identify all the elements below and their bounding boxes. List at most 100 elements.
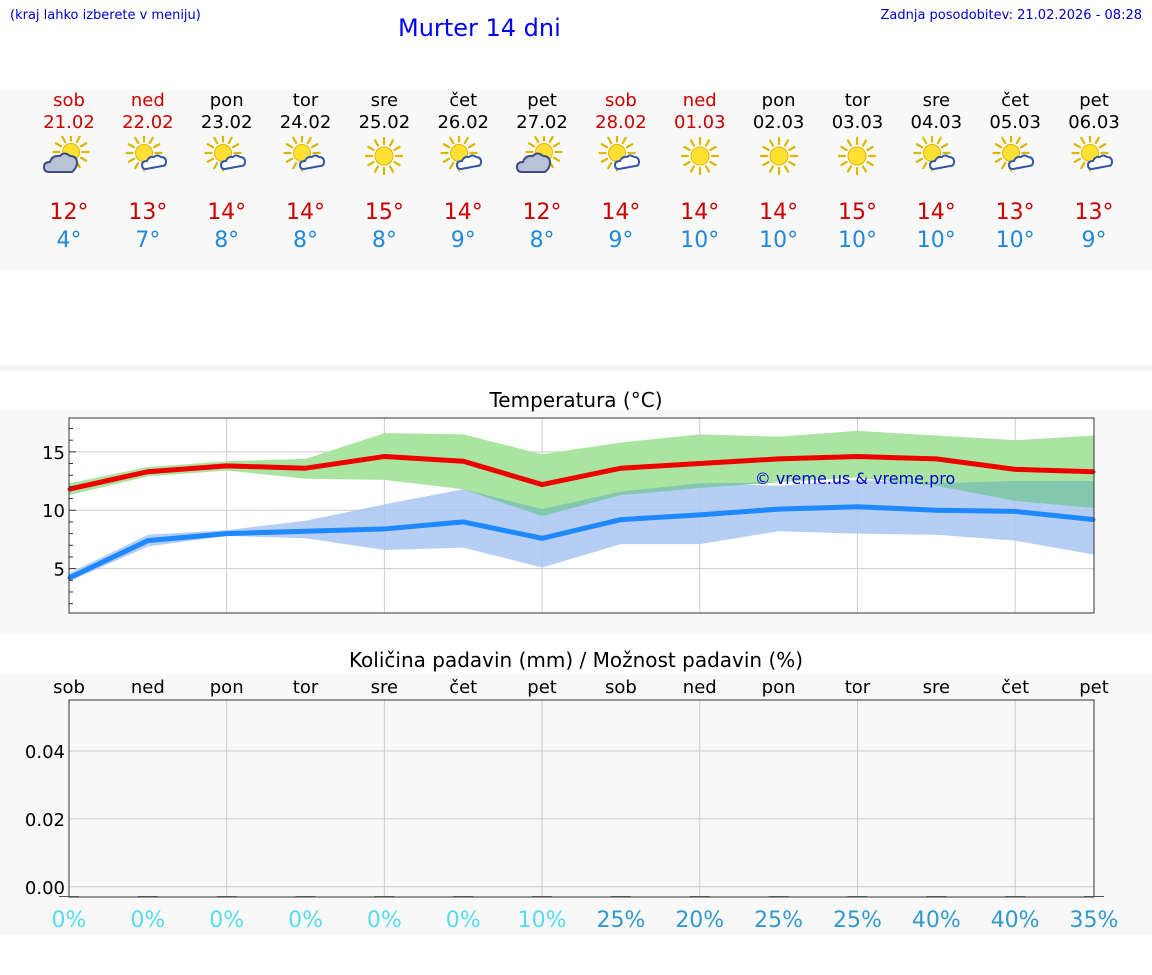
max-temp: 14°: [443, 200, 483, 225]
max-temp: 14°: [601, 200, 641, 225]
sun-small-cloud-icon: [437, 134, 489, 180]
sun-small-cloud-icon: [910, 134, 962, 180]
min-point: [461, 520, 465, 524]
precip-probability-label: 0%: [130, 908, 165, 933]
precip-day-label: pon: [762, 677, 796, 698]
max-temp: 13°: [995, 200, 1035, 225]
min-temp: 9°: [450, 228, 476, 253]
day-name: sre: [370, 90, 399, 111]
max-point: [146, 470, 150, 474]
day-name: sob: [53, 90, 85, 111]
day-name: pon: [209, 90, 244, 111]
day-date: 04.03: [910, 112, 963, 133]
day-name: čet: [449, 90, 478, 111]
min-point: [540, 536, 544, 540]
min-temp: 8°: [214, 228, 240, 253]
day-date: 27.02: [516, 112, 568, 133]
precip-bar: [689, 896, 710, 897]
day-name: pon: [761, 90, 796, 111]
sun-small-cloud-icon: [595, 134, 647, 180]
watermark: © vreme.us & vreme.pro: [755, 469, 956, 488]
day-column: sre 25.02 15° 8°: [345, 90, 423, 270]
max-temp: 12°: [49, 200, 89, 225]
day-column: pon 02.03 14° 10°: [740, 90, 818, 270]
precip-day-label: pet: [527, 677, 557, 698]
max-temp: 14°: [759, 200, 799, 225]
min-point: [1013, 509, 1017, 513]
day-column: ned 22.02 13° 7°: [109, 90, 187, 270]
day-date: 28.02: [595, 112, 647, 133]
min-temp: 8°: [529, 228, 555, 253]
max-point: [304, 466, 308, 470]
precip-bar: [926, 896, 947, 897]
day-column: čet 05.03 13° 10°: [976, 90, 1054, 270]
day-date: 23.02: [200, 112, 253, 133]
min-temp-line: [67, 504, 1095, 581]
min-temp: 4°: [56, 228, 82, 253]
precip-day-label: čet: [449, 677, 477, 698]
precip-bar: [610, 896, 631, 897]
day-date: 26.02: [437, 112, 489, 133]
day-column: ned 01.03 14° 10°: [661, 90, 739, 270]
sun-small-cloud-icon: [989, 134, 1041, 180]
precip-day-label: čet: [1001, 677, 1029, 698]
precip-probability-label: 0%: [209, 908, 244, 933]
max-temp-line: [68, 454, 1095, 492]
day-column: pet 27.02 12° 8°: [503, 90, 581, 270]
sun-small-cloud-icon: [201, 134, 253, 180]
max-point: [225, 464, 229, 468]
day-column: sre 04.03 14° 10°: [897, 90, 975, 270]
precip-probability-label: 40%: [991, 908, 1040, 933]
precip-bar: [1084, 896, 1104, 897]
min-temp: 9°: [1081, 228, 1107, 253]
sun-icon: [753, 136, 805, 180]
min-point: [304, 529, 308, 533]
precip-bar: [453, 896, 474, 897]
day-name: sob: [605, 90, 637, 111]
min-temp: 8°: [293, 228, 319, 253]
temp-tick-label: 5: [54, 560, 65, 581]
day-column: čet 26.02 14° 9°: [424, 90, 502, 270]
sun-small-cloud-icon: [122, 134, 174, 180]
min-point: [934, 508, 938, 512]
precip-probability-label: 25%: [754, 908, 803, 933]
precip-bar: [59, 896, 79, 897]
temperature-plot-frame: [68, 417, 1095, 614]
min-point: [382, 527, 386, 531]
precip-probability-label: 0%: [446, 908, 481, 933]
sun-icon: [674, 136, 726, 180]
day-name: pet: [527, 90, 557, 111]
day-column: sob 21.02 12° 4°: [30, 90, 108, 270]
precip-bar: [768, 896, 789, 897]
max-temp: 12°: [522, 200, 562, 225]
precip-day-label: ned: [131, 677, 165, 698]
min-point: [225, 532, 229, 536]
daily-forecast-strip: sob 21.02 12° 4° ned 22.02 13° 7° pon 23.02 14° 8° t…: [0, 90, 1152, 270]
precipitation-plot-frame: [68, 699, 1095, 898]
precip-bar: [532, 896, 553, 897]
sun-icon: [358, 136, 410, 180]
min-point: [698, 513, 702, 517]
max-point: [382, 455, 386, 459]
max-point: [540, 483, 544, 487]
day-name: sre: [922, 90, 951, 111]
max-temp: 14°: [286, 200, 326, 225]
max-point: [461, 459, 465, 463]
max-temp: 13°: [128, 200, 168, 225]
precip-probability-label: 25%: [833, 908, 882, 933]
precip-day-label: ned: [683, 677, 717, 698]
day-date: 03.03: [831, 112, 884, 133]
max-temp: 13°: [1074, 200, 1114, 225]
sun-cloud-icon: [42, 133, 95, 180]
max-point: [619, 466, 623, 470]
precip-probability-label: 0%: [367, 908, 402, 933]
max-temp: 14°: [680, 200, 720, 225]
day-name: tor: [844, 90, 871, 111]
precipitation-chart-title: Količina padavin (mm) / Možnost padavin …: [348, 648, 804, 672]
temp-tick-label: 15: [42, 443, 65, 464]
day-name: ned: [682, 90, 717, 111]
precip-bar: [295, 896, 316, 897]
sun-icon: [831, 136, 883, 180]
divider: [0, 365, 1152, 371]
